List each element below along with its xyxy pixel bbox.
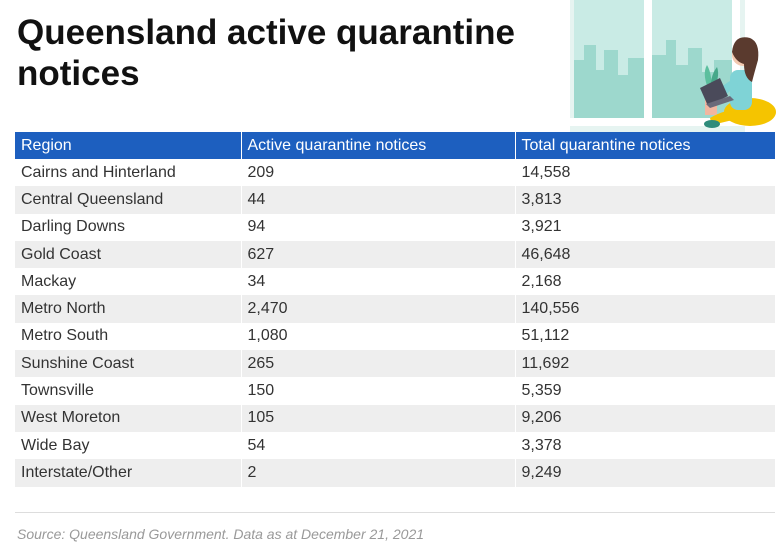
cell-total: 9,206 xyxy=(515,404,775,432)
table-row: Central Queensland 44 3,813 xyxy=(15,186,775,214)
table-row: Mackay 34 2,168 xyxy=(15,268,775,296)
source-note: Source: Queensland Government. Data as a… xyxy=(17,526,425,542)
cell-active: 1,080 xyxy=(241,322,516,351)
table-row: Wide Bay 54 3,378 xyxy=(15,431,775,460)
table-row: West Moreton 105 9,206 xyxy=(15,404,775,432)
cell-region: West Moreton xyxy=(15,404,242,432)
cell-active: 209 xyxy=(241,159,516,187)
cell-active: 94 xyxy=(241,213,516,241)
cell-total: 3,378 xyxy=(515,431,775,460)
cell-active: 105 xyxy=(241,404,516,432)
cell-total: 3,813 xyxy=(515,186,775,214)
cell-total: 51,112 xyxy=(515,322,775,351)
table-header-row: Region Active quarantine notices Total q… xyxy=(15,132,775,159)
cell-active: 34 xyxy=(241,268,516,296)
cell-region: Metro North xyxy=(15,295,242,323)
quarantine-table: Region Active quarantine notices Total q… xyxy=(15,132,775,487)
cell-active: 265 xyxy=(241,350,516,378)
cell-active: 627 xyxy=(241,240,516,269)
table-body: Cairns and Hinterland 209 14,558 Central Qu… xyxy=(15,159,775,487)
cell-region: Cairns and Hinterland xyxy=(15,159,242,187)
column-header-total: Total quarantine notices xyxy=(515,132,775,159)
cell-region: Sunshine Coast xyxy=(15,350,242,378)
table-row: Townsville 150 5,359 xyxy=(15,377,775,405)
cell-region: Metro South xyxy=(15,322,242,351)
cell-active: 44 xyxy=(241,186,516,214)
table-row: Interstate/Other 2 9,249 xyxy=(15,459,775,487)
cell-total: 46,648 xyxy=(515,240,775,269)
cell-region: Gold Coast xyxy=(15,240,242,269)
cell-region: Mackay xyxy=(15,268,242,296)
cell-region: Townsville xyxy=(15,377,242,405)
cell-total: 11,692 xyxy=(515,350,775,378)
cell-total: 9,249 xyxy=(515,459,775,487)
cell-active: 150 xyxy=(241,377,516,405)
column-header-region: Region xyxy=(15,132,242,159)
cell-active: 2,470 xyxy=(241,295,516,323)
page-title: Queensland active quarantine notices xyxy=(17,13,515,93)
cell-active: 54 xyxy=(241,431,516,460)
cell-total: 140,556 xyxy=(515,295,775,323)
table-row: Darling Downs 94 3,921 xyxy=(15,213,775,241)
cell-region: Darling Downs xyxy=(15,213,242,241)
cell-total: 14,558 xyxy=(515,159,775,187)
cell-active: 2 xyxy=(241,459,516,487)
cell-total: 2,168 xyxy=(515,268,775,296)
woman-laptop-illustration xyxy=(570,0,776,132)
cell-region: Interstate/Other xyxy=(15,459,242,487)
cell-region: Central Queensland xyxy=(15,186,242,214)
table-row: Metro North 2,470 140,556 xyxy=(15,295,775,323)
table-row: Metro South 1,080 51,112 xyxy=(15,322,775,351)
cell-region: Wide Bay xyxy=(15,431,242,460)
cell-total: 5,359 xyxy=(515,377,775,405)
cell-total: 3,921 xyxy=(515,213,775,241)
footer-divider xyxy=(15,512,775,513)
table-row: Sunshine Coast 265 11,692 xyxy=(15,350,775,378)
table-row: Cairns and Hinterland 209 14,558 xyxy=(15,159,775,187)
table-row: Gold Coast 627 46,648 xyxy=(15,240,775,269)
column-header-active: Active quarantine notices xyxy=(241,132,516,159)
